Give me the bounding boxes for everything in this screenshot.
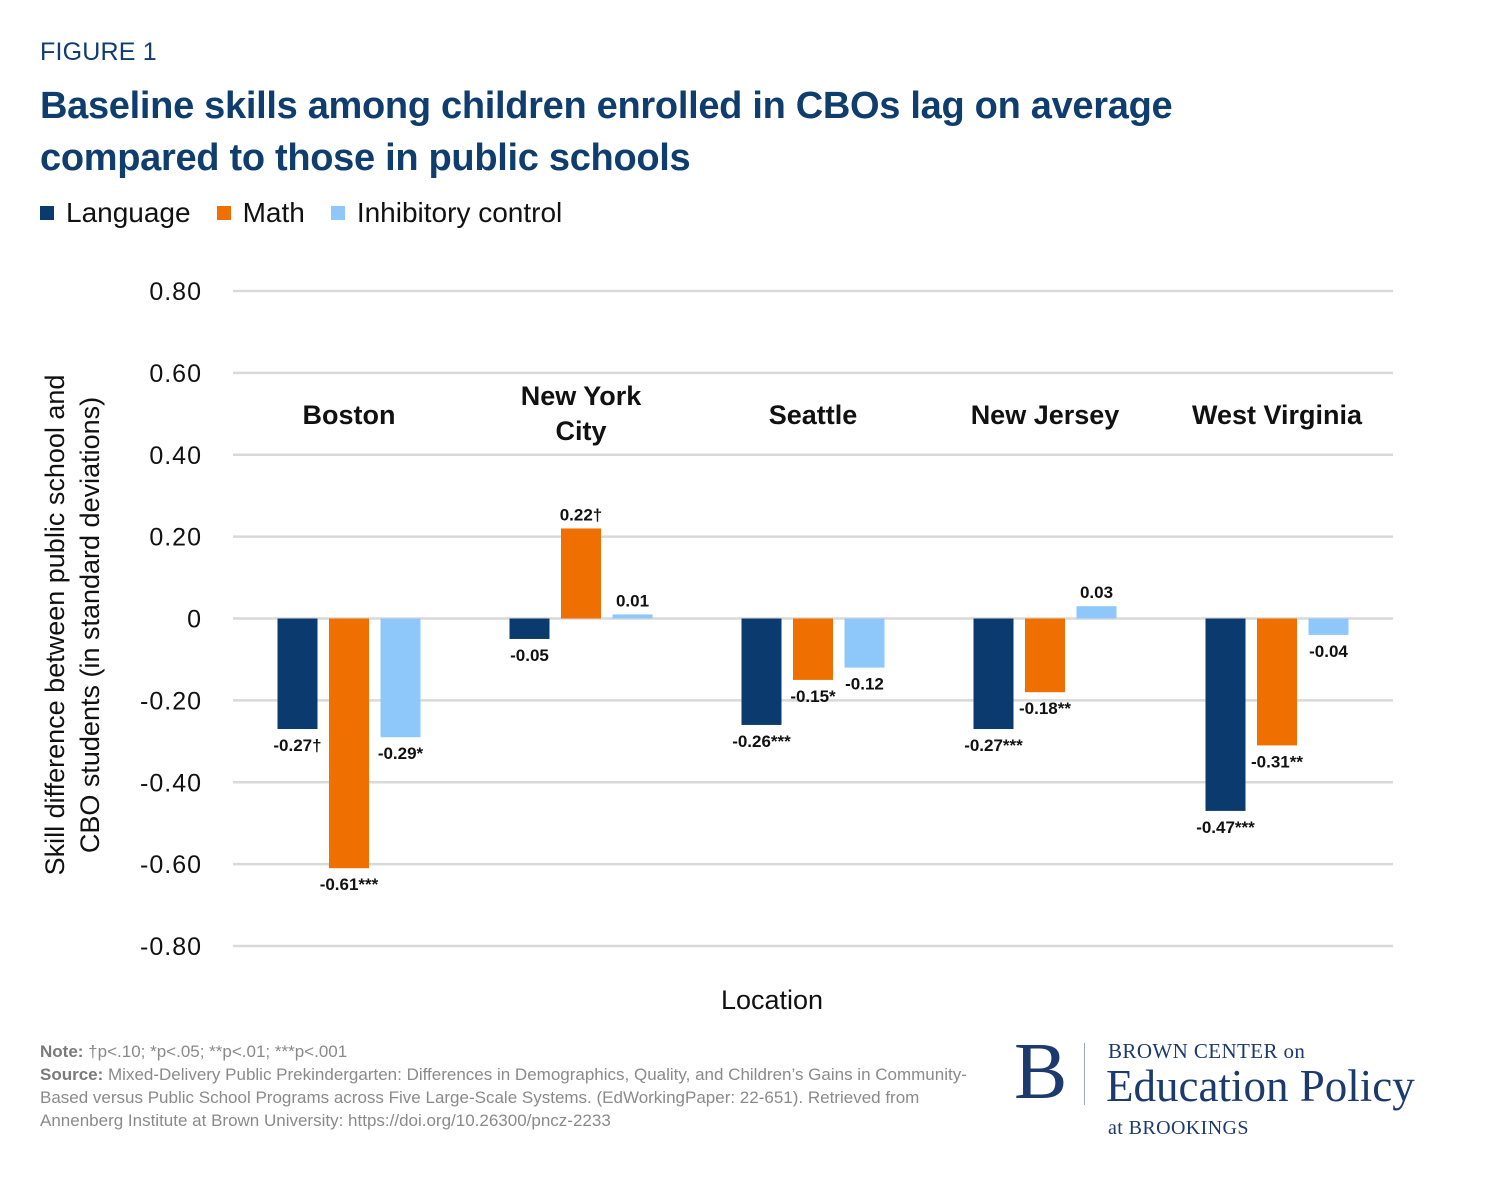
legend-item-math: Math bbox=[216, 197, 305, 229]
bar-inhibitory-control bbox=[612, 614, 653, 619]
legend-label-inhibitory-control: Inhibitory control bbox=[356, 197, 563, 228]
bar-math bbox=[1025, 618, 1065, 693]
category-label: West Virginia bbox=[1192, 400, 1363, 430]
data-label: -0.29* bbox=[378, 744, 424, 763]
bar-language bbox=[1205, 618, 1246, 811]
data-label: -0.15* bbox=[790, 687, 836, 706]
data-label: -0.12 bbox=[845, 675, 884, 694]
data-label: 0.22† bbox=[560, 505, 603, 524]
chart-legend: Language Math Inhibitory control bbox=[40, 197, 588, 229]
data-label: -0.61*** bbox=[320, 875, 379, 894]
y-tick-label: -0.40 bbox=[140, 769, 202, 797]
y-tick-label: 0.40 bbox=[149, 442, 202, 470]
category-label: Seattle bbox=[769, 400, 858, 430]
bar-math bbox=[561, 528, 601, 619]
legend-item-language: Language bbox=[40, 197, 191, 229]
chart-title-line-1: Baseline skills among children enrolled … bbox=[40, 85, 1173, 127]
logo-mark: B bbox=[1014, 1028, 1068, 1116]
data-label: -0.05 bbox=[510, 646, 549, 665]
note-label: Note: bbox=[40, 1042, 84, 1061]
bar-language bbox=[973, 618, 1014, 730]
bar-inhibitory-control bbox=[380, 618, 421, 738]
footnote: Note: †p<.10; *p<.05; **p<.01; ***p<.001… bbox=[40, 1040, 1000, 1132]
legend-item-inhibitory-control: Inhibitory control bbox=[330, 197, 563, 229]
bar-inhibitory-control bbox=[844, 618, 885, 668]
y-tick-label: -0.60 bbox=[140, 851, 202, 879]
note-text: †p<.10; *p<.05; **p<.01; ***p<.001 bbox=[83, 1042, 348, 1061]
bar-math bbox=[1257, 618, 1297, 746]
source-line: Source: Mixed-Delivery Public Prekinderg… bbox=[40, 1063, 1000, 1132]
data-label: -0.04 bbox=[1309, 642, 1348, 661]
bar-language bbox=[741, 618, 782, 725]
x-axis-title: Location bbox=[721, 985, 823, 1015]
data-label: -0.27*** bbox=[964, 736, 1023, 755]
category-label: City bbox=[555, 416, 606, 446]
data-label: -0.26*** bbox=[732, 732, 791, 751]
bar-inhibitory-control bbox=[1308, 618, 1349, 635]
y-tick-label: -0.20 bbox=[140, 687, 202, 715]
logo-top-line: BROWN CENTER on bbox=[1108, 1039, 1306, 1063]
source-label: Source: bbox=[40, 1065, 104, 1084]
legend-label-math: Math bbox=[242, 197, 305, 228]
y-tick-label: 0 bbox=[187, 606, 202, 634]
figure-label: FIGURE 1 bbox=[40, 38, 157, 66]
bar-math bbox=[793, 618, 833, 680]
y-axis-title-line-2: CBO students (in standard deviations) bbox=[75, 397, 105, 853]
legend-swatch-math bbox=[216, 206, 231, 220]
category-labels: Boston New York City Seattle New Jersey West … bbox=[303, 381, 1364, 446]
legend-label-language: Language bbox=[66, 197, 191, 228]
brown-center-logo: B BROWN CENTER on Education Policy at BR… bbox=[1012, 1028, 1472, 1145]
category-label: New York bbox=[521, 381, 643, 411]
chart-title-line-2: compared to those in public schools bbox=[40, 137, 691, 179]
y-tick-label: -0.80 bbox=[140, 933, 202, 961]
category-label: New Jersey bbox=[971, 400, 1120, 430]
y-axis-title-line-1: Skill difference between public school a… bbox=[40, 375, 70, 876]
logo-main-line: Education Policy bbox=[1106, 1061, 1415, 1111]
data-label: 0.03 bbox=[1080, 583, 1113, 602]
legend-swatch-inhibitory-control bbox=[330, 206, 345, 220]
y-tick-label: 0.60 bbox=[149, 360, 202, 388]
data-label: -0.31** bbox=[1251, 752, 1303, 771]
source-text: Mixed-Delivery Public Prekindergarten: D… bbox=[40, 1065, 967, 1130]
legend-swatch-language bbox=[40, 206, 54, 220]
gridlines bbox=[233, 289, 1393, 948]
bars bbox=[277, 528, 1349, 869]
data-label: -0.27† bbox=[273, 736, 321, 755]
bar-inhibitory-control bbox=[1076, 606, 1117, 619]
y-axis-ticks: 0.80 0.60 0.40 0.20 0 -0.20 -0.40 -0.60 -0.80 bbox=[140, 278, 202, 961]
bar-language bbox=[509, 618, 550, 639]
y-tick-label: 0.20 bbox=[149, 524, 202, 552]
data-label: -0.18** bbox=[1019, 699, 1071, 718]
y-tick-label: 0.80 bbox=[149, 278, 202, 306]
category-label: Boston bbox=[303, 400, 396, 430]
data-labels: -0.27† -0.61*** -0.29* -0.05 0.22† 0.01 -0.26*… bbox=[273, 505, 1348, 894]
data-label: 0.01 bbox=[616, 591, 649, 610]
bar-math bbox=[329, 618, 369, 869]
logo-divider bbox=[1084, 1043, 1085, 1105]
logo-bottom-line: at BROOKINGS bbox=[1108, 1117, 1249, 1139]
chart-title: Baseline skills among children enrolled … bbox=[40, 80, 1440, 184]
note-line: Note: †p<.10; *p<.05; **p<.01; ***p<.001 bbox=[40, 1040, 1000, 1063]
bar-language bbox=[277, 618, 318, 730]
data-label: -0.47*** bbox=[1196, 818, 1255, 837]
